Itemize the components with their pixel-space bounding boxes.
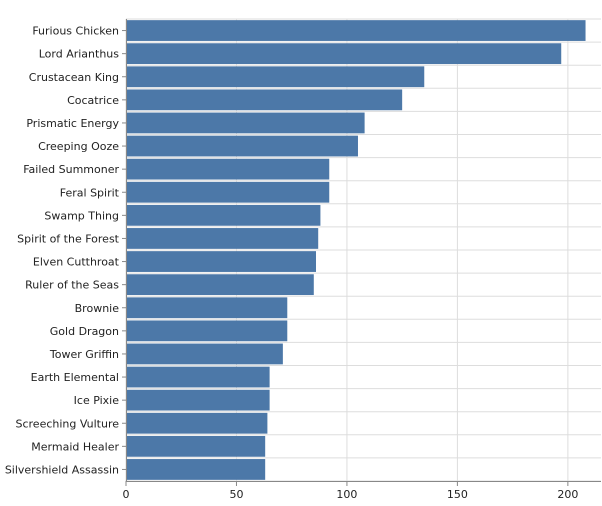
x-tick-label: 200	[557, 488, 578, 501]
y-tick-label: Crustacean King	[29, 71, 119, 84]
bar	[126, 343, 283, 365]
y-tick-label: Earth Elemental	[31, 371, 119, 384]
y-tick-label: Cocatrice	[67, 94, 119, 107]
bar	[126, 112, 365, 134]
grid	[125, 18, 601, 482]
x-tick-label: 100	[336, 488, 357, 501]
bar	[126, 297, 288, 319]
bar	[126, 412, 268, 434]
bar	[126, 20, 586, 41]
bars	[126, 20, 586, 480]
y-tick-label: Spirit of the Forest	[17, 232, 120, 245]
y-tick-label: Gold Dragon	[50, 325, 119, 338]
axes: Furious Chicken Lord Arianthus Crustacean …	[5, 19, 601, 501]
bar	[126, 204, 321, 226]
y-tick-label: Lord Arianthus	[39, 48, 120, 61]
y-tick-label: Furious Chicken	[32, 25, 119, 38]
y-tick-label: Brownie	[75, 302, 120, 315]
x-tick-label: 0	[123, 488, 130, 501]
bar	[126, 89, 403, 111]
bar	[126, 274, 314, 296]
bar	[126, 366, 270, 388]
y-tick-label: Creeping Ooze	[38, 140, 119, 153]
y-tick-label: Ruler of the Seas	[25, 279, 119, 292]
bar	[126, 228, 319, 249]
y-tick-label: Failed Summoner	[23, 163, 119, 176]
bar	[126, 66, 425, 88]
y-tick-label: Screeching Vulture	[15, 417, 119, 430]
bar	[126, 43, 562, 65]
y-tick-label: Silvershield Assassin	[5, 463, 119, 476]
y-tick-label: Feral Spirit	[60, 186, 120, 199]
y-tick-label: Tower Griffin	[49, 348, 119, 361]
bar	[126, 158, 330, 180]
y-tick-label: Swamp Thing	[44, 209, 119, 222]
bar	[126, 389, 270, 411]
bar	[126, 135, 358, 157]
bar	[126, 181, 330, 203]
bar	[126, 435, 266, 457]
x-tick-label: 50	[229, 488, 243, 501]
bar	[126, 459, 266, 480]
bar	[126, 320, 288, 342]
x-tick-label: 150	[447, 488, 468, 501]
y-tick-label: Elven Cutthroat	[33, 256, 120, 269]
y-tick-label: Ice Pixie	[74, 394, 120, 407]
y-tick-label: Prismatic Energy	[26, 117, 119, 130]
y-tick-label: Mermaid Healer	[31, 440, 119, 453]
bar	[126, 251, 316, 272]
